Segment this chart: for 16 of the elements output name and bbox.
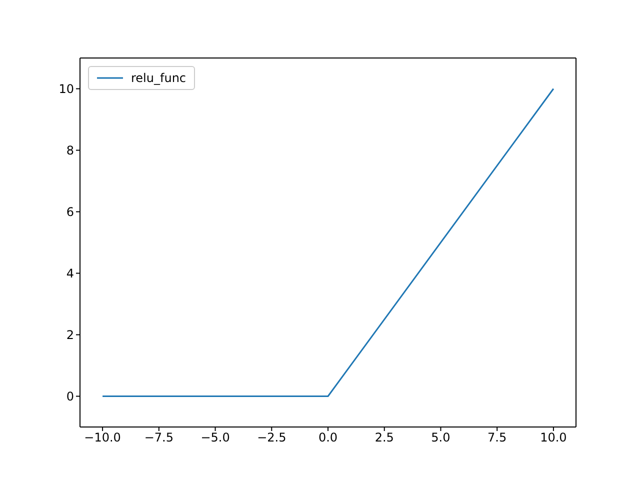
y-tick-label: 4: [66, 266, 74, 281]
y-tick-label: 8: [66, 144, 74, 158]
y-tick-label: 6: [66, 205, 74, 220]
x-tick-label: 2.5: [374, 430, 394, 445]
x-tick-label: 0.0: [318, 430, 338, 445]
x-tick-label: 7.5: [488, 430, 507, 445]
x-tick-label: −5.0: [200, 430, 230, 445]
y-tick-label: 2: [66, 328, 74, 342]
y-tick-label: 0: [66, 390, 74, 404]
legend-label: relu_func: [131, 70, 186, 86]
x-tick-label: −2.5: [257, 430, 286, 445]
x-tick-label: −7.5: [144, 430, 174, 445]
x-tick-label: 5.0: [431, 430, 450, 445]
x-tick-label: −10.0: [84, 430, 121, 445]
y-tick-label: 10: [58, 82, 74, 96]
x-tick-label: 10.0: [540, 430, 567, 445]
